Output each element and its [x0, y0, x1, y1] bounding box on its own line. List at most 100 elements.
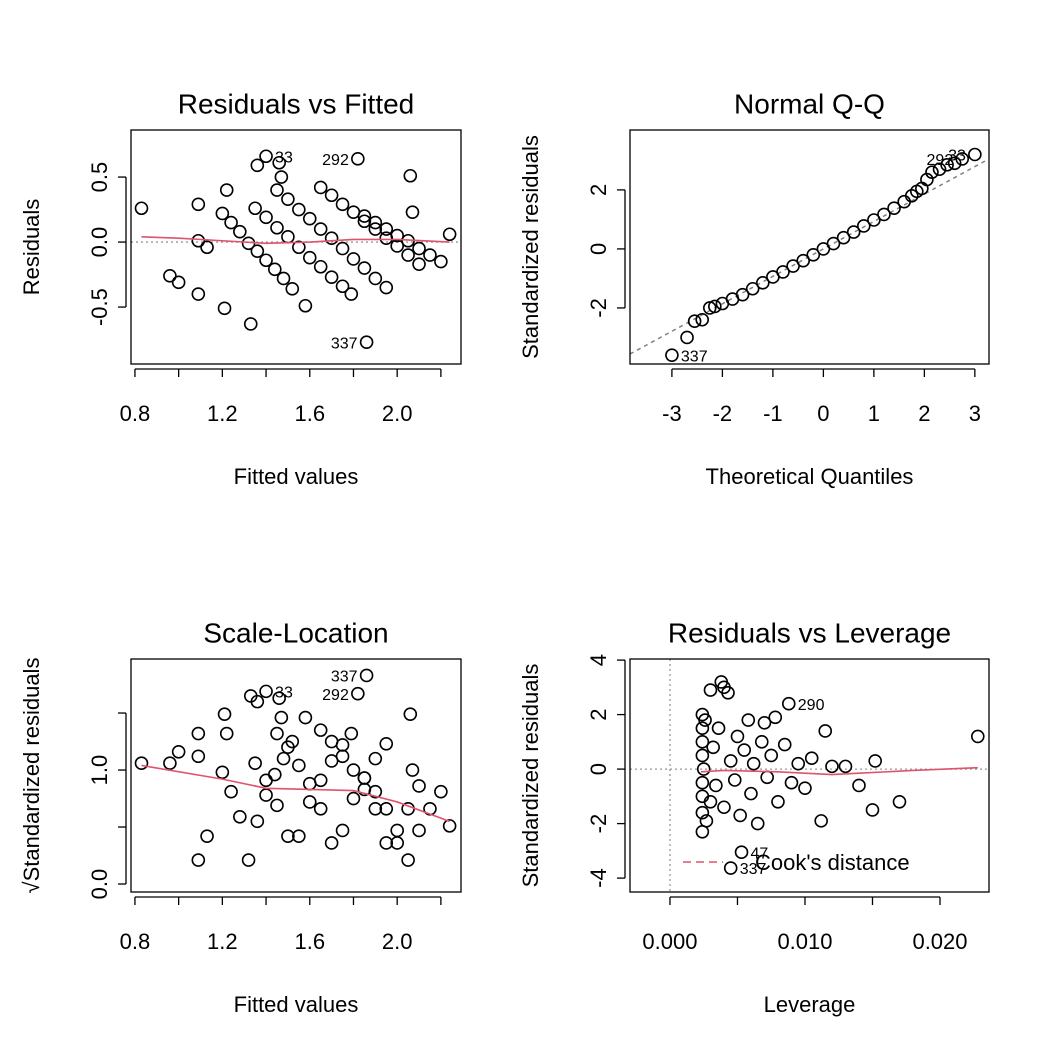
point: [798, 781, 812, 795]
point-label: 337: [681, 348, 708, 365]
point: [699, 814, 714, 828]
point: [836, 230, 851, 245]
point: [276, 271, 291, 286]
y-axis-label: Standardized residuals: [518, 664, 543, 888]
point: [405, 205, 420, 219]
y-tick-label: -2: [586, 814, 611, 834]
point: [324, 836, 339, 850]
point: [423, 248, 437, 262]
point: [250, 814, 265, 829]
point: [708, 299, 722, 314]
point: [259, 684, 273, 699]
point: [191, 726, 206, 741]
point: [887, 201, 901, 215]
point: [379, 222, 394, 236]
point: [346, 791, 361, 806]
point: [442, 819, 457, 833]
point: [274, 710, 289, 725]
point-label: 33: [948, 148, 966, 165]
plot-frame: [629, 129, 990, 365]
point: [219, 726, 234, 741]
point: [405, 763, 420, 777]
point: [846, 225, 861, 239]
point: [344, 287, 359, 301]
chart-title: Residuals vs Leverage: [668, 617, 951, 648]
point: [970, 729, 985, 744]
point: [313, 259, 328, 274]
point: [868, 754, 882, 768]
point: [134, 756, 149, 770]
smooth-line: [141, 236, 450, 245]
x-tick-label: 1.2: [207, 929, 238, 954]
point: [272, 691, 286, 706]
point: [379, 801, 394, 816]
point: [171, 744, 186, 759]
point: [390, 228, 404, 243]
point: [324, 734, 339, 749]
x-tick-label: -1: [763, 401, 783, 426]
point: [335, 241, 350, 256]
y-tick-label: 0.5: [87, 162, 112, 193]
point: [925, 165, 939, 179]
x-tick-label: 2.0: [382, 401, 413, 426]
point: [270, 726, 284, 741]
point: [741, 713, 756, 727]
point: [838, 759, 853, 774]
point: [357, 261, 372, 275]
point: [892, 794, 907, 809]
point: [191, 233, 206, 248]
point: [324, 188, 339, 203]
point: [806, 248, 821, 262]
y-tick-label: -4: [586, 868, 611, 888]
point: [744, 786, 758, 801]
point: [695, 748, 710, 763]
point: [272, 155, 286, 170]
point: [968, 147, 982, 162]
point: [368, 271, 383, 286]
point: [867, 213, 881, 227]
panel: Scale-Location Fitted values √Standardized…: [19, 617, 462, 1017]
point: [695, 775, 710, 790]
chart-title: Scale-Location: [203, 617, 388, 648]
point: [248, 756, 262, 770]
point: [379, 280, 394, 295]
point: [379, 836, 394, 850]
x-tick-label: 0.8: [120, 401, 151, 426]
point: [754, 735, 769, 749]
point: [335, 749, 350, 764]
point: [313, 180, 328, 195]
point-label: 337: [331, 669, 358, 686]
point-label: 337: [331, 335, 358, 352]
point: [250, 694, 265, 709]
point: [442, 227, 457, 242]
point: [695, 805, 710, 820]
x-tick-label: 0.020: [912, 929, 967, 954]
plot-area: [630, 147, 989, 362]
x-tick-label: 1: [868, 401, 880, 426]
y-axis-label: Residuals: [19, 199, 44, 296]
point: [281, 829, 295, 843]
point-label: 290: [798, 697, 825, 714]
point: [335, 823, 350, 838]
point: [298, 298, 313, 313]
point: [695, 721, 710, 736]
point: [313, 801, 328, 816]
plot-area: [630, 659, 989, 892]
point: [346, 763, 361, 777]
y-tick-label: -2: [586, 298, 611, 318]
point: [191, 853, 206, 867]
point-label: 33: [275, 149, 293, 166]
x-tick-label: 1.2: [207, 401, 238, 426]
point: [781, 696, 796, 711]
point: [302, 795, 317, 809]
point: [768, 710, 783, 725]
point: [324, 231, 339, 245]
x-tick-label: 1.6: [294, 929, 325, 954]
point: [357, 771, 372, 785]
point: [434, 784, 448, 799]
point: [250, 158, 265, 173]
point: [270, 798, 284, 813]
x-tick-label: 3: [969, 401, 981, 426]
